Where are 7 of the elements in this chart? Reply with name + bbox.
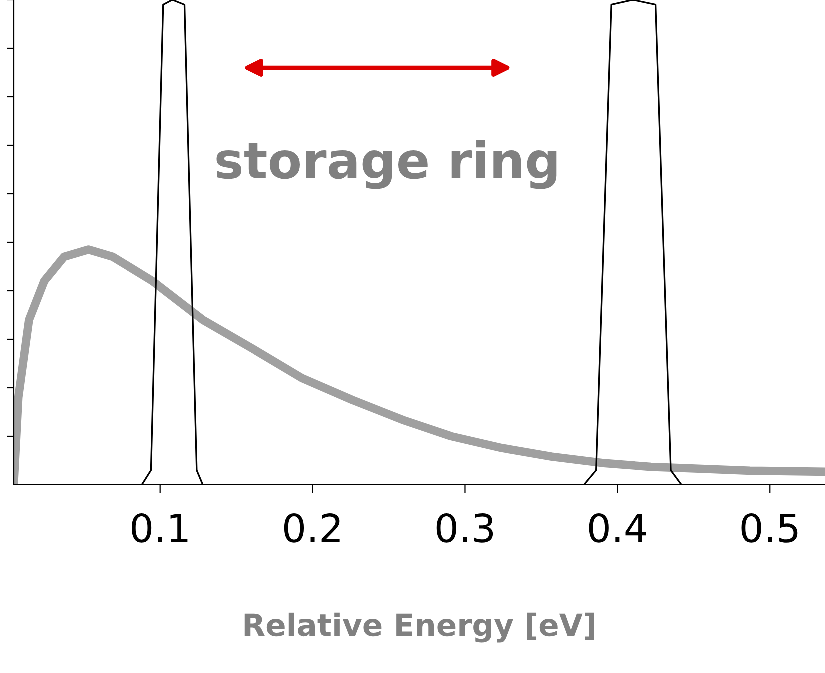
- x-tick-label: 0.5: [742, 513, 798, 543]
- x-tick-label: 0.4: [589, 513, 646, 543]
- x-tick-label: 0.3: [436, 513, 494, 543]
- x-axis-title: Relative Energy [eV]: [244, 612, 594, 643]
- x-tick-label: 0.1: [132, 513, 188, 543]
- annotation: storage ring: [216, 140, 557, 190]
- x-tick-label: 0.2: [284, 513, 340, 543]
